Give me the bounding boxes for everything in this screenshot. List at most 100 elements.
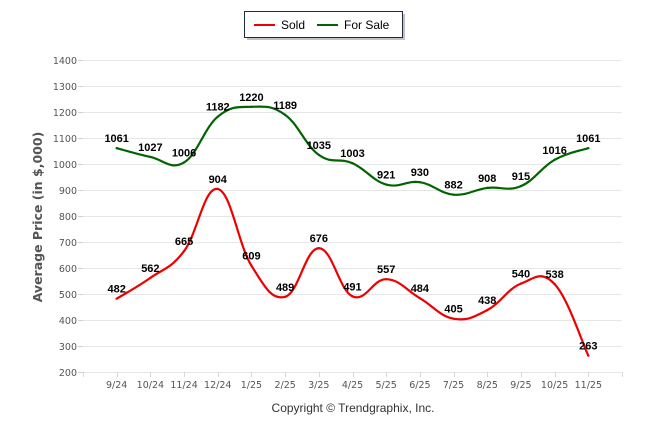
x-tick-label: 8/25 bbox=[477, 380, 498, 391]
y-axis-title: Average Price (in $,000) bbox=[30, 132, 45, 303]
x-tick-label: 3/25 bbox=[308, 380, 329, 391]
y-tick-label: 500 bbox=[59, 290, 77, 301]
data-label-for-sale: 915 bbox=[512, 171, 530, 183]
x-axis-ticks: 9/24 10/24 11/24 12/24 1/25 2/25 3/25 4/25 5/25 6… bbox=[83, 372, 623, 391]
data-label-sold: 904 bbox=[209, 174, 228, 186]
data-point-sold bbox=[384, 277, 388, 281]
y-tick-label: 1200 bbox=[53, 108, 77, 119]
data-label-sold: 438 bbox=[478, 295, 496, 307]
data-label-sold: 491 bbox=[343, 281, 361, 293]
data-label-for-sale: 1061 bbox=[576, 133, 600, 145]
gridlines bbox=[83, 60, 622, 373]
data-point-sold bbox=[250, 264, 253, 267]
data-point-for-sale bbox=[519, 184, 523, 188]
data-point-for-sale bbox=[486, 186, 489, 190]
x-tick-label: 9/24 bbox=[106, 380, 127, 391]
y-tick-label: 600 bbox=[59, 264, 77, 275]
y-tick-label: 900 bbox=[59, 186, 77, 197]
data-point-for-sale bbox=[115, 146, 118, 150]
data-label-sold: 489 bbox=[276, 282, 294, 294]
x-tick-label: 11/25 bbox=[575, 380, 602, 391]
data-label-for-sale: 1220 bbox=[239, 92, 263, 104]
data-label-sold: 676 bbox=[310, 233, 328, 245]
y-axis-ticks: 200 300 400 500 600 700 800 900 1000 1100 1200 1300… bbox=[53, 56, 83, 379]
data-label-sold: 263 bbox=[579, 341, 597, 353]
y-tick-label: 1000 bbox=[53, 160, 77, 171]
data-label-sold: 665 bbox=[175, 236, 193, 248]
data-point-for-sale bbox=[216, 115, 219, 118]
data-point-for-sale bbox=[283, 113, 287, 117]
data-point-for-sale bbox=[149, 155, 152, 159]
data-point-sold bbox=[216, 187, 219, 191]
data-point-sold bbox=[115, 297, 118, 300]
y-tick-label: 800 bbox=[59, 212, 77, 223]
data-label-for-sale: 1061 bbox=[104, 133, 128, 145]
x-tick-label: 12/24 bbox=[204, 380, 231, 391]
data-label-sold: 540 bbox=[512, 269, 530, 281]
data-point-for-sale bbox=[587, 146, 590, 150]
y-tick-label: 400 bbox=[59, 316, 77, 327]
data-point-for-sale bbox=[553, 158, 556, 162]
data-label-for-sale: 1027 bbox=[138, 142, 162, 154]
y-tick-label: 1100 bbox=[53, 134, 77, 145]
y-tick-label: 1300 bbox=[53, 82, 77, 93]
data-label-for-sale: 882 bbox=[444, 180, 462, 192]
data-label-for-sale: 1182 bbox=[206, 102, 230, 114]
series-line-sold bbox=[116, 187, 590, 357]
data-point-for-sale bbox=[250, 105, 253, 109]
data-point-sold bbox=[486, 308, 489, 312]
data-point-for-sale bbox=[317, 153, 321, 157]
copyright-footer: Copyright © Trendgraphix, Inc. bbox=[272, 401, 435, 415]
x-tick-label: 2/25 bbox=[274, 380, 295, 391]
series-lines bbox=[115, 105, 590, 357]
x-tick-label: 4/25 bbox=[342, 380, 363, 391]
data-label-sold: 405 bbox=[444, 304, 462, 316]
data-label-for-sale: 1006 bbox=[172, 147, 196, 159]
x-tick-label: 10/24 bbox=[137, 380, 164, 391]
y-tick-label: 300 bbox=[59, 342, 77, 353]
x-tick-label: 10/25 bbox=[541, 380, 568, 391]
data-point-sold bbox=[283, 295, 287, 299]
legend-label-for-sale[interactable]: For Sale bbox=[344, 18, 390, 32]
data-label-sold: 538 bbox=[545, 269, 563, 281]
data-point-for-sale bbox=[452, 193, 455, 196]
y-tick-label: 1400 bbox=[53, 56, 77, 67]
data-label-for-sale: 1035 bbox=[307, 140, 331, 152]
data-point-for-sale bbox=[418, 181, 422, 184]
data-point-sold bbox=[182, 249, 186, 253]
x-tick-label: 11/24 bbox=[170, 380, 197, 391]
data-label-for-sale: 921 bbox=[377, 170, 395, 182]
data-label-sold: 562 bbox=[141, 263, 159, 275]
x-tick-label: 9/25 bbox=[510, 380, 531, 391]
x-tick-label: 1/25 bbox=[241, 380, 262, 391]
x-tick-label: 7/25 bbox=[443, 380, 464, 391]
data-point-sold bbox=[587, 354, 590, 357]
data-point-for-sale bbox=[351, 162, 354, 165]
data-label-for-sale: 1003 bbox=[340, 148, 364, 160]
y-tick-label: 700 bbox=[59, 238, 77, 249]
data-point-sold bbox=[149, 276, 152, 280]
x-tick-label: 5/25 bbox=[376, 380, 397, 391]
data-point-sold bbox=[553, 282, 556, 286]
data-point-sold bbox=[351, 295, 354, 298]
data-label-sold: 482 bbox=[108, 284, 126, 296]
data-labels: 482 562 665 904 609 489 676 491 557 484 405 438 540 5… bbox=[104, 92, 600, 353]
y-tick-label: 200 bbox=[59, 368, 77, 379]
data-point-sold bbox=[418, 296, 422, 300]
data-point-for-sale bbox=[384, 183, 388, 186]
data-label-sold: 609 bbox=[242, 251, 260, 263]
x-tick-label: 6/25 bbox=[409, 380, 430, 391]
data-label-for-sale: 908 bbox=[478, 173, 496, 185]
legend: Sold For Sale bbox=[244, 11, 405, 40]
data-label-for-sale: 1016 bbox=[542, 145, 566, 157]
data-label-sold: 557 bbox=[377, 264, 395, 276]
data-point-sold bbox=[317, 247, 321, 250]
data-label-for-sale: 1189 bbox=[273, 100, 297, 112]
data-point-for-sale bbox=[182, 161, 186, 164]
data-point-sold bbox=[519, 282, 523, 285]
data-label-for-sale: 930 bbox=[411, 167, 429, 179]
data-point-sold bbox=[452, 317, 455, 320]
data-label-sold: 484 bbox=[411, 283, 430, 295]
legend-label-sold[interactable]: Sold bbox=[281, 18, 305, 32]
